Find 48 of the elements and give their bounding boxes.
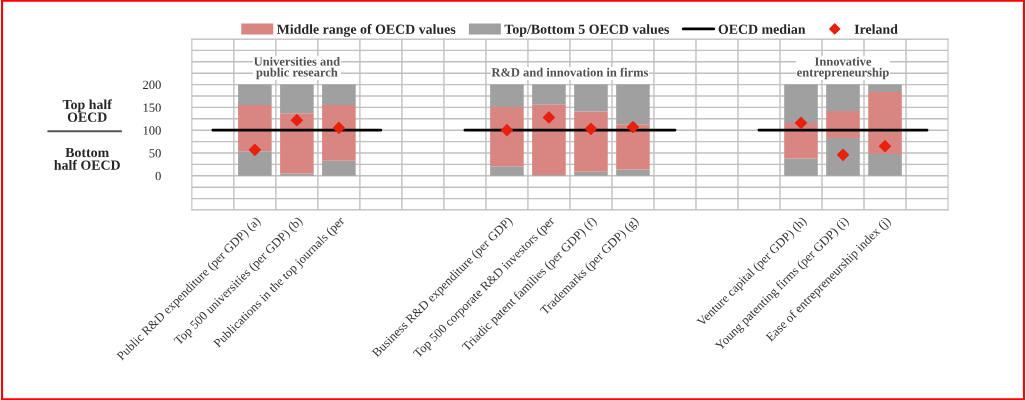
y-tick-label: 200 xyxy=(143,80,161,90)
point xyxy=(500,124,514,137)
bar xyxy=(574,84,608,112)
bar xyxy=(238,84,272,106)
bar xyxy=(616,169,650,176)
legend-label: Ireland xyxy=(854,24,898,34)
bar xyxy=(784,84,818,123)
point xyxy=(290,114,303,127)
point xyxy=(542,111,556,124)
bar xyxy=(322,84,356,106)
bar xyxy=(280,84,314,114)
bar xyxy=(490,84,524,107)
bar xyxy=(574,111,608,172)
text: Bottom half OECD xyxy=(54,147,120,170)
annotation: Innovative entrepreneurship xyxy=(797,56,889,80)
point xyxy=(248,143,261,156)
bar xyxy=(574,171,608,176)
point xyxy=(878,140,892,153)
bar xyxy=(532,104,566,175)
bar xyxy=(532,84,566,105)
bar xyxy=(826,137,860,176)
bar xyxy=(238,105,272,152)
bar xyxy=(322,105,356,161)
annotation: Universities and public research xyxy=(253,56,340,80)
bar xyxy=(868,153,902,176)
y-tick-label: 100 xyxy=(143,126,161,135)
point xyxy=(794,116,808,129)
text: Top half OECD xyxy=(62,99,112,122)
bar xyxy=(826,84,860,112)
y-tick-label: 0 xyxy=(155,171,161,181)
legend-label: OECD median xyxy=(718,24,806,34)
y-tick-label: 150 xyxy=(143,103,161,112)
y-tick-label: 50 xyxy=(149,149,161,158)
bar xyxy=(490,106,524,167)
bar xyxy=(238,151,272,176)
legend-label: Top/Bottom 5 OECD values xyxy=(504,24,670,37)
bar xyxy=(784,158,818,176)
point xyxy=(626,120,640,134)
bar xyxy=(322,160,356,176)
legend-label: Middle range of OECD values xyxy=(276,24,456,37)
point xyxy=(332,121,345,134)
bar xyxy=(280,113,314,174)
bar xyxy=(616,84,650,125)
bar xyxy=(868,91,902,154)
bar xyxy=(490,166,524,176)
bar xyxy=(868,84,902,92)
point xyxy=(584,122,598,135)
annotation: R&D and innovation in firms xyxy=(491,67,649,77)
